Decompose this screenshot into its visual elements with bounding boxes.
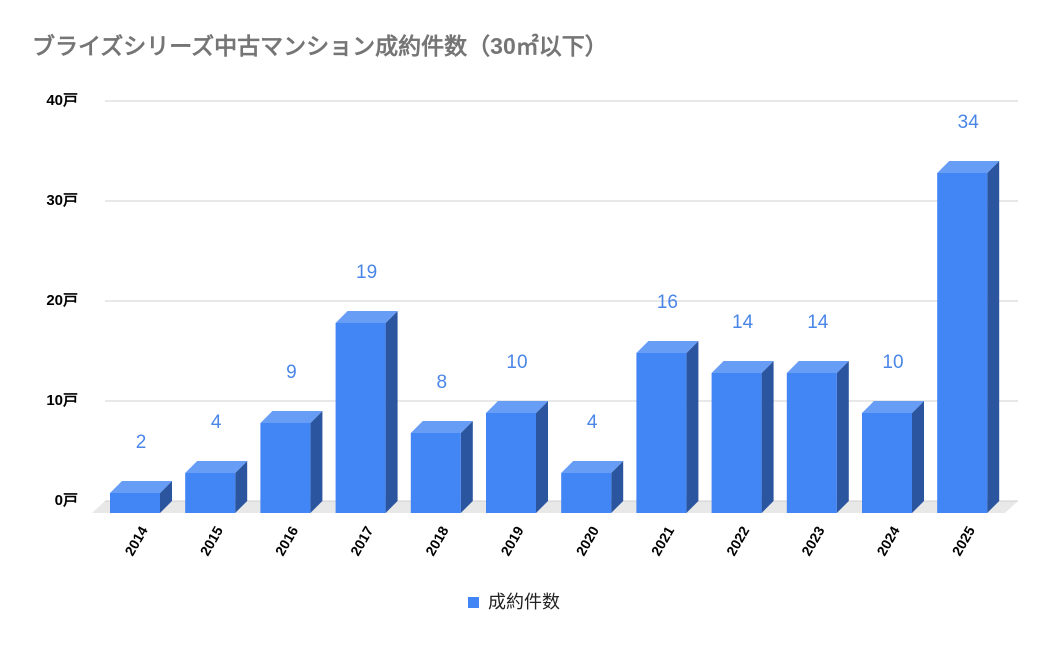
data-label: 10 [506,352,527,373]
bar [185,473,236,513]
data-label: 14 [732,312,754,333]
bar-side [686,341,699,513]
bar-top [636,341,699,353]
bar-top [937,161,1000,173]
data-label: 4 [211,412,222,433]
bar-top [486,401,548,413]
bar [937,173,988,513]
bar-side [912,401,924,513]
bar-side [836,361,849,513]
y-tick-label: 20戸 [46,292,78,309]
data-label: 34 [958,112,980,133]
bar-side [761,361,774,513]
bar [636,353,687,513]
bar-top [561,461,624,473]
bar-side [611,461,624,513]
bar-side [987,161,1000,513]
bar-top [711,361,774,373]
bar [260,423,311,513]
y-tick-label: 10戸 [46,392,78,409]
data-label: 4 [587,412,598,433]
bar [786,373,837,513]
bar [410,433,461,513]
y-tick-label: 0戸 [55,492,78,509]
bar-side [385,311,398,513]
bar-top [335,311,398,323]
bar-top [260,411,323,423]
bar [862,413,912,513]
data-label: 16 [657,292,678,313]
bar [561,473,612,513]
bar-top [410,421,473,433]
data-label: 10 [882,352,903,373]
bar-top [185,461,248,473]
data-label: 2 [136,432,147,453]
bar-top [110,481,172,493]
bar-top [862,401,924,413]
data-label: 9 [286,362,297,383]
bar [711,373,762,513]
bar [486,413,536,513]
legend-label: 成約件数 [488,592,560,612]
data-label: 19 [356,262,377,283]
bar-side [160,481,172,513]
bar [335,323,386,513]
chart-title: ブライズシリーズ中古マンション成約件数（30㎡以下） [32,33,608,59]
bar-top [786,361,849,373]
bar-side [536,401,548,513]
bar [110,493,160,513]
data-label: 8 [437,372,448,393]
bar-side [310,411,323,513]
bar-side [460,421,473,513]
legend-swatch [468,597,479,608]
y-tick-label: 40戸 [46,92,78,109]
floor [92,501,1018,513]
y-tick-label: 30戸 [46,192,78,209]
bar-side [235,461,248,513]
data-label: 14 [807,312,829,333]
